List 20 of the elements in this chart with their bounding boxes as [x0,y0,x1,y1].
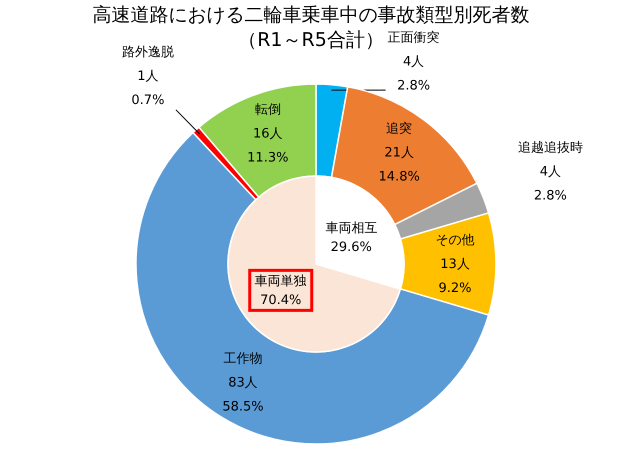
slice-label: 車両単独 [254,273,307,288]
chart-subtitle: （R1～R5合計） [238,29,384,52]
slice-label: その他 [436,232,474,248]
slice-label: 車両相互 [325,220,378,236]
slice-label: 工作物 [223,350,262,366]
data-label: 4人 2.8% [397,54,430,93]
slice-label: 正面衝突 [388,30,440,45]
data-label: 1人 0.7% [131,68,164,108]
slice-label: 追突 [386,121,412,136]
chart-title: 高速道路における二輪車乗車中の事故類型別死者数 [92,4,530,26]
slice-label: 路外逸脱 [122,44,174,60]
data-label: 21人 14.8% [378,145,420,184]
data-label: 83人 58.5% [222,374,264,414]
data-label: 13人 9.2% [438,256,472,296]
data-label: 29.6% [330,240,372,255]
data-label: 70.4% [260,292,302,308]
slice-label: 追越追抜時 [518,140,583,156]
data-label: 16人 11.3% [247,126,288,166]
data-label: 4人 2.8% [534,164,567,204]
slice-label: 転倒 [254,102,281,118]
